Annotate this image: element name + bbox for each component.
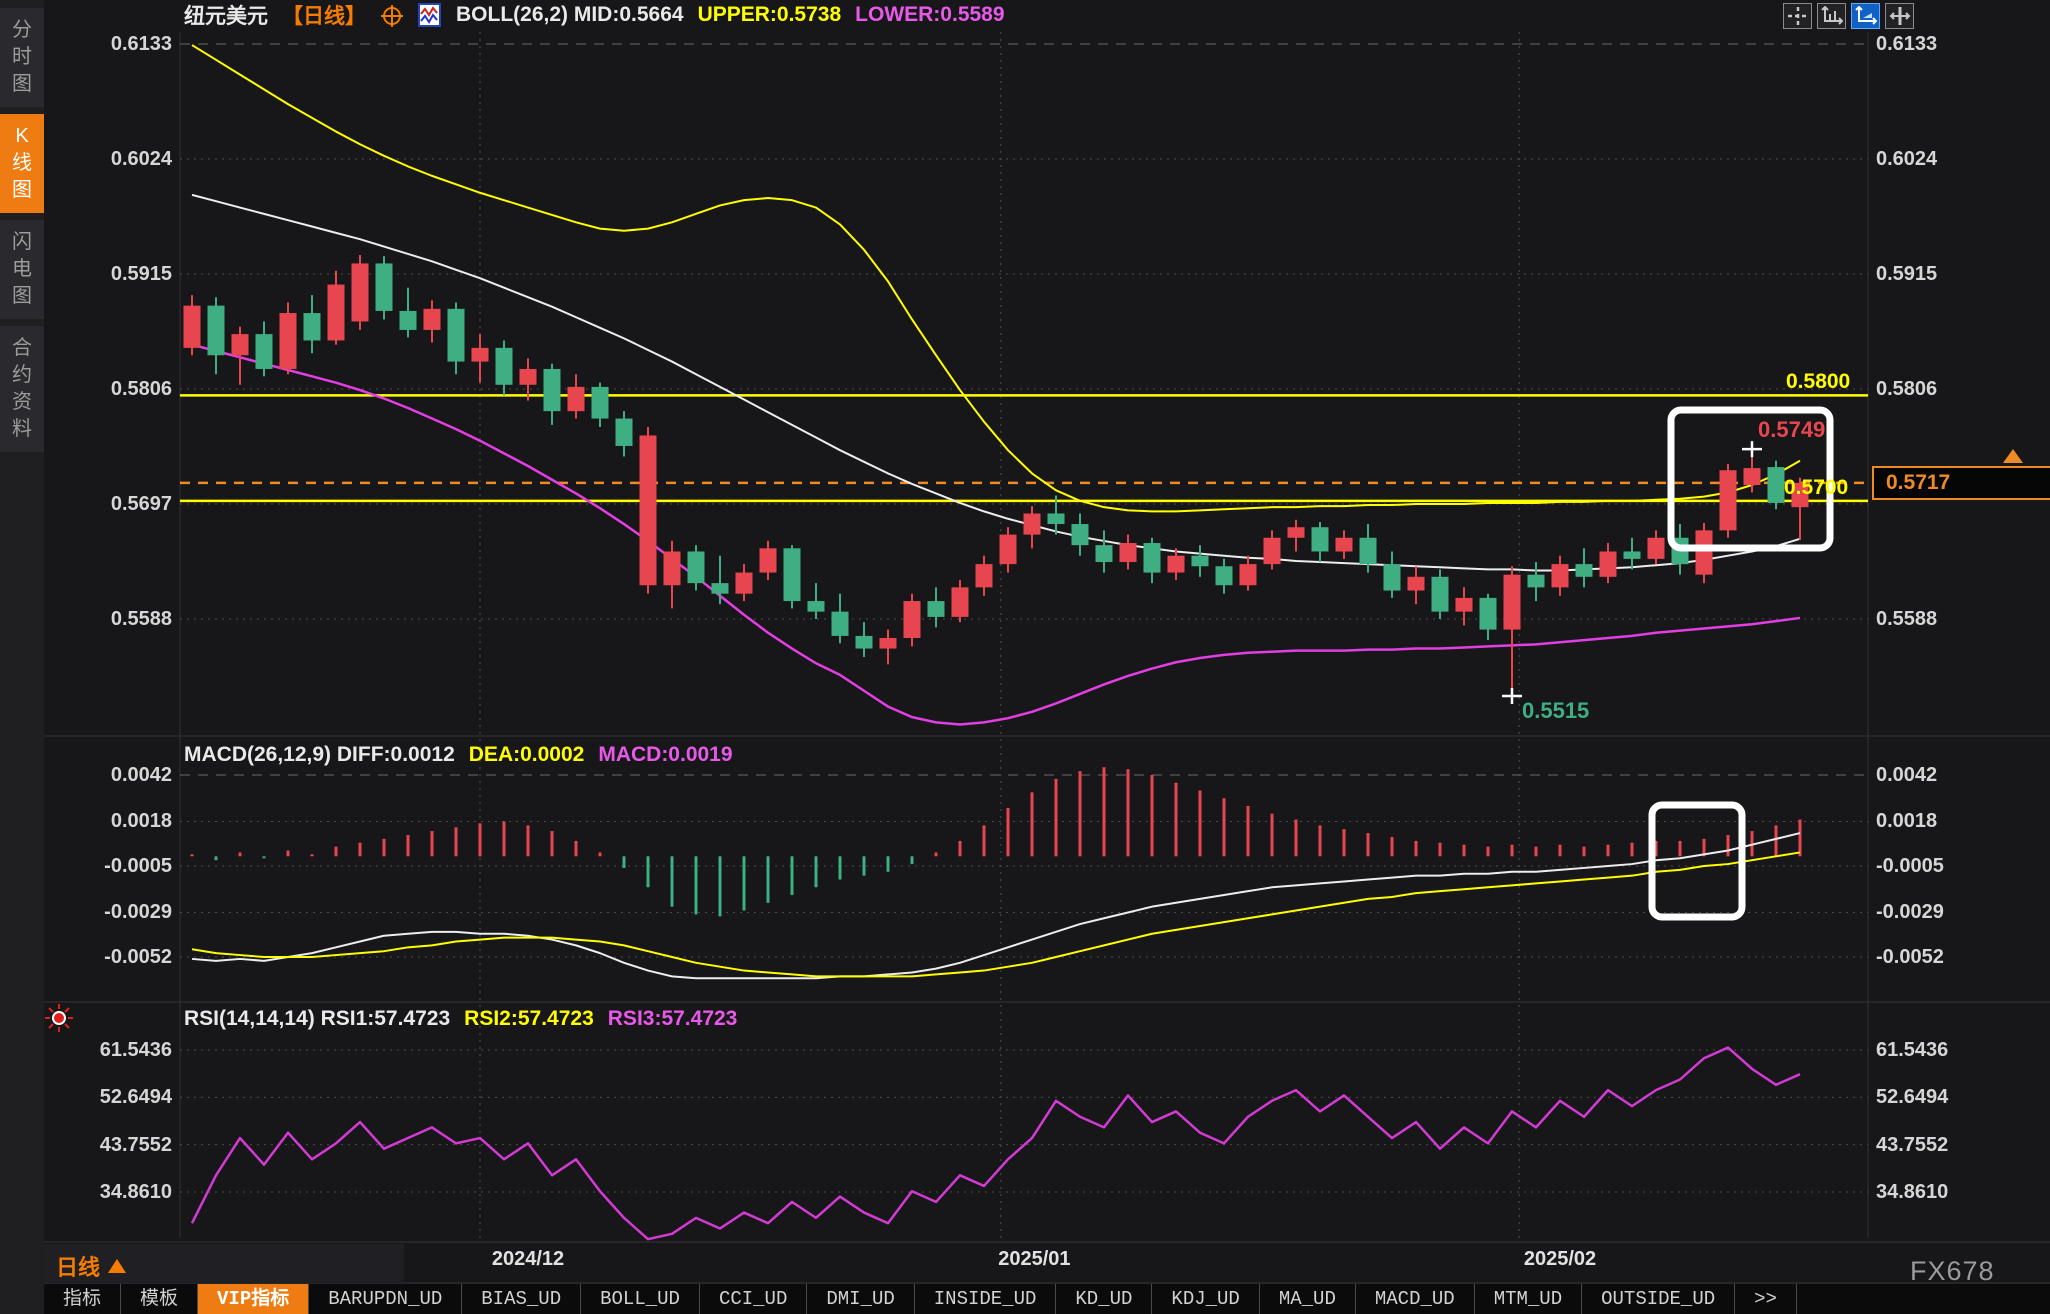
indicator-toolbar: 指标 模板 VIP指标 BARUPDN_UD BIAS_UD BOLL_UD CCI_UD D… [44, 1284, 2050, 1314]
pan-crosshair-icon[interactable] [1783, 3, 1812, 29]
toolbar-tab-14[interactable]: OUTSIDE_UD [1582, 1284, 1736, 1314]
axis-tick-label: 0.5915 [110, 263, 172, 285]
toolbar-tab-6[interactable]: CCI_UD [700, 1284, 808, 1314]
toolbar-tab-1[interactable]: 模板 [121, 1284, 199, 1314]
axis-tick-label: 34.8610 [1876, 1181, 1949, 1203]
axis-tick-label: 0.5697 [110, 493, 172, 515]
main-chart-header: 纽元美元 【日线】 BOLL(26,2) MID:0.5664 UPPER:0.… [184, 2, 1005, 28]
resistance-price-label: 0.5800 [1786, 370, 1851, 393]
axis-tick-label: 61.5436 [99, 1039, 172, 1061]
axis-play-icon[interactable] [1851, 3, 1880, 29]
current-price-box: 0.5717 [1872, 466, 2050, 500]
support-price-label: 0.5700 [1784, 476, 1849, 499]
axis-tick-label: -0.0052 [1876, 946, 1944, 968]
fit-width-icon[interactable] [1885, 3, 1914, 29]
chart-toolbar-icons [1783, 3, 1914, 29]
axis-tick-label: 61.5436 [1876, 1039, 1949, 1061]
chart-type-icon[interactable] [418, 2, 442, 28]
toolbar-tab-15[interactable]: >> [1735, 1284, 1797, 1314]
axis-tick-label: 0.6133 [110, 33, 172, 55]
caret-up-icon [108, 1259, 127, 1273]
high-price-label: 0.5749 [1758, 417, 1826, 442]
toolbar-tab-8[interactable]: INSIDE_UD [915, 1284, 1057, 1314]
boll-indicator-values: BOLL(26,2) MID:0.5664 [456, 3, 684, 26]
axis-tick-label: -0.0029 [104, 901, 172, 924]
toolbar-tab-9[interactable]: KD_UD [1056, 1284, 1153, 1314]
rsi3-value: RSI3:57.4723 [607, 1007, 738, 1030]
axis-tick-label: 0.5806 [1876, 378, 1938, 400]
axis-tick-label: -0.0005 [104, 855, 172, 877]
symbol-title: 纽元美元 [184, 5, 268, 28]
macd-macd-value: MACD:0.0019 [598, 743, 733, 766]
axis-tick-label: 0.0018 [110, 810, 172, 833]
rsi-panel-header: RSI(14,14,14) RSI1:57.4723 RSI2:57.4723 … [184, 1006, 737, 1032]
highlight-box-macd [1648, 801, 1746, 921]
toolbar-tab-4[interactable]: BIAS_UD [462, 1284, 582, 1314]
price-up-arrow-icon [2003, 449, 2023, 463]
date-label-1: 2025/01 [998, 1248, 1071, 1270]
date-label-2: 2025/02 [1523, 1248, 1597, 1270]
low-price-label: 0.5515 [1522, 698, 1590, 723]
axis-tick-label: 0.5588 [1876, 608, 1938, 630]
watermark: FX678 [1910, 1256, 1995, 1286]
crosshair-circle-icon[interactable] [380, 3, 404, 27]
macd-dea-value: DEA:0.0002 [468, 743, 585, 766]
axis-tick-label: 0.0018 [1876, 810, 1938, 833]
axis-tick-label: -0.0029 [1876, 901, 1944, 924]
toolbar-tab-2[interactable]: VIP指标 [198, 1284, 310, 1314]
boll-upper-value: UPPER:0.5738 [697, 3, 842, 26]
toolbar-tab-5[interactable]: BOLL_UD [581, 1284, 700, 1314]
axis-tick-label: 52.6494 [99, 1086, 172, 1109]
axis-tick-label: 0.0042 [1876, 764, 1938, 786]
period-tag[interactable]: 【日线】 [282, 5, 366, 28]
axis-tick-label: 43.7552 [99, 1133, 172, 1156]
axis-tick-label: -0.0052 [104, 946, 172, 968]
rsi1-value: RSI(14,14,14) RSI1:57.4723 [184, 1007, 451, 1030]
sidebar-item-3[interactable]: 合约资料 [0, 326, 44, 452]
date-label-0: 2024/12 [491, 1248, 565, 1270]
toolbar-tab-10[interactable]: KDJ_UD [1152, 1284, 1260, 1314]
axis-scale-icon[interactable] [1817, 3, 1846, 29]
alert-sun-icon[interactable] [45, 1004, 73, 1037]
axis-tick-label: 0.6024 [110, 148, 172, 170]
period-row-background [44, 1244, 404, 1283]
axis-tick-label: -0.0005 [1876, 855, 1944, 877]
toolbar-tab-3[interactable]: BARUPDN_UD [309, 1284, 463, 1314]
toolbar-tab-13[interactable]: MTM_UD [1475, 1284, 1583, 1314]
macd-panel-header: MACD(26,12,9) DIFF:0.0012 DEA:0.0002 MAC… [184, 742, 733, 768]
axis-tick-label: 0.5915 [1876, 263, 1938, 285]
toolbar-tab-12[interactable]: MACD_UD [1356, 1284, 1475, 1314]
period-selector[interactable]: 日线 [56, 1250, 127, 1282]
axis-tick-label: 0.0042 [110, 764, 172, 786]
axis-tick-label: 34.8610 [99, 1181, 172, 1203]
axis-tick-label: 52.6494 [1876, 1086, 1949, 1109]
toolbar-tab-11[interactable]: MA_UD [1260, 1284, 1356, 1314]
sidebar-item-2[interactable]: 闪电图 [0, 220, 44, 319]
axis-tick-label: 43.7552 [1876, 1133, 1949, 1156]
highlight-box-main [1667, 406, 1834, 552]
axis-tick-label: 0.5588 [110, 608, 172, 630]
boll-lower-value: LOWER:0.5589 [855, 3, 1005, 26]
toolbar-tab-7[interactable]: DMI_UD [807, 1284, 915, 1314]
axis-tick-label: 0.5806 [110, 378, 172, 400]
sidebar-item-0[interactable]: 分时图 [0, 8, 44, 107]
rsi2-value: RSI2:57.4723 [464, 1007, 594, 1030]
axis-tick-label: 0.6024 [1876, 148, 1938, 170]
macd-diff-value: MACD(26,12,9) DIFF:0.0012 [184, 743, 455, 766]
toolbar-tab-0[interactable]: 指标 [44, 1284, 122, 1314]
axis-tick-label: 0.6133 [1876, 33, 1938, 55]
period-selector-label: 日线 [56, 1255, 101, 1280]
